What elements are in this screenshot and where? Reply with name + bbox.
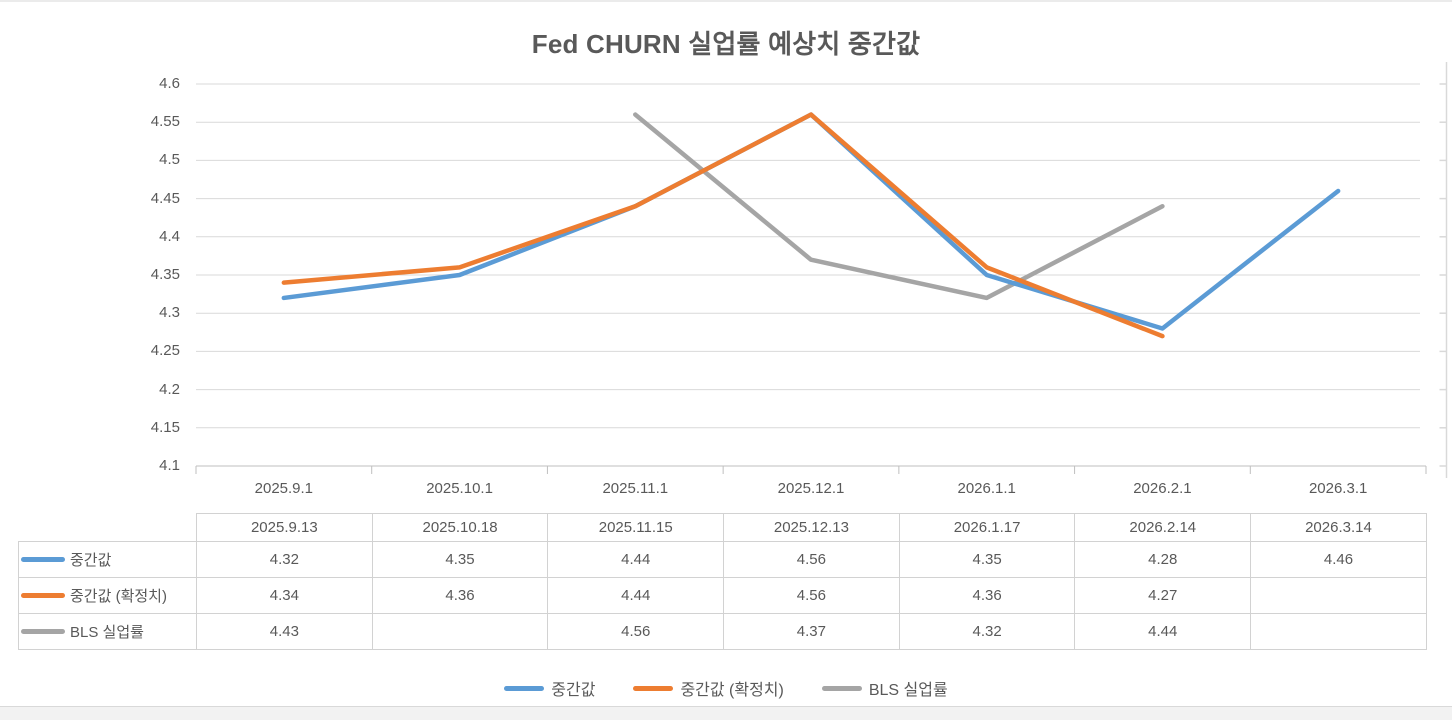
table-date-cell: 2026.3.14 (1250, 513, 1427, 542)
table-value-cell (1250, 577, 1427, 614)
table-value-cell: 4.46 (1250, 541, 1427, 578)
legend-line-icon (821, 685, 862, 691)
table-value-cell: 4.35 (898, 541, 1076, 578)
table-value-cell: 4.32 (196, 541, 373, 578)
series-name-label: BLS 실업률 (70, 624, 144, 641)
y-tick-label: 4.2 (159, 380, 180, 398)
table-row: 중간값 4.32 4.35 4.44 4.56 4.35 4.28 4.46 (18, 541, 1427, 578)
y-tick-label: 4.5 (159, 151, 180, 169)
table-date-cell: 2025.10.18 (371, 513, 549, 542)
legend-label: 중간값 (확정치) (680, 682, 784, 699)
series-name-label: 중간값 (확정치) (70, 588, 167, 605)
table-value-cell (1250, 613, 1427, 650)
y-tick-label: 4.1 (159, 457, 180, 474)
y-tick-label: 4.15 (150, 418, 180, 436)
table-date-cell: 2025.11.15 (547, 513, 725, 542)
table-value-cell: 4.44 (547, 577, 725, 614)
y-tick-label: 4.3 (159, 304, 180, 322)
series-key-cell: BLS 실업률 (18, 613, 197, 650)
x-axis-label: 2026.1.1 (957, 480, 1016, 497)
y-tick-label: 4.45 (150, 189, 180, 207)
legend-label: 중간값 (551, 682, 596, 699)
legend-item: BLS 실업률 (821, 676, 948, 700)
table-value-cell (371, 613, 549, 650)
series-line-2 (633, 112, 1165, 301)
y-tick-label: 4.55 (150, 113, 180, 131)
series-line-icon (21, 629, 65, 634)
chart-title: Fed CHURN 실업률 예상치 중간값 (531, 29, 921, 59)
table-value-cell: 4.34 (196, 577, 373, 614)
table-value-cell: 4.44 (547, 541, 725, 578)
y-tick-label: 4.6 (159, 75, 180, 92)
y-tick-label: 4.35 (150, 266, 180, 283)
table-corner-blank (19, 514, 197, 542)
bottom-border-strip (0, 706, 1452, 720)
y-tick-label: 4.25 (150, 342, 180, 360)
table-date-cell: 2025.9.13 (196, 513, 373, 542)
table-date-cell: 2026.1.17 (898, 513, 1076, 542)
table-date-cell: 2026.2.14 (1074, 513, 1252, 542)
table-value-cell: 4.36 (898, 577, 1076, 614)
table-value-cell: 4.35 (371, 541, 549, 578)
series-line-icon (21, 593, 65, 598)
series-name-label: 중간값 (70, 552, 112, 569)
chart-legend: 중간값 중간값 (확정치) BLS 실업률 (0, 676, 1452, 700)
y-tick-label: 4.4 (159, 227, 180, 245)
series-key-cell: 중간값 (18, 541, 197, 578)
table-value-cell: 4.56 (723, 541, 900, 578)
series-line-0 (281, 112, 1341, 331)
table-value-cell: 4.44 (1074, 613, 1252, 650)
legend-line-icon (504, 685, 545, 691)
table-value-cell: 4.28 (1074, 541, 1252, 578)
x-axis-label: 2025.10.1 (426, 480, 493, 497)
x-axis-label: 2025.9.1 (254, 480, 314, 497)
series-line-icon (21, 557, 65, 562)
table-row: BLS 실업률 4.43 4.56 4.37 4.32 4.44 (18, 613, 1427, 650)
legend-label: BLS 실업률 (868, 682, 948, 699)
table-value-cell: 4.36 (371, 577, 549, 614)
table-value-cell: 4.43 (196, 613, 373, 650)
table-row: 중간값 (확정치) 4.34 4.36 4.44 4.56 4.36 4.27 (18, 577, 1427, 614)
top-border-line (0, 0, 1452, 2)
series-line-1 (281, 112, 1165, 339)
x-axis-label: 2025.12.1 (777, 480, 845, 497)
table-value-cell: 4.27 (1074, 577, 1252, 614)
table-header-row: 2025.9.13 2025.10.18 2025.11.15 2025.12.13 2… (19, 513, 1427, 542)
chart-data-table: 2025.9.13 2025.10.18 2025.11.15 2025.12.13 2… (18, 513, 1427, 650)
x-axis-label: 2025.11.1 (602, 480, 669, 497)
legend-item: 중간값 (504, 676, 595, 700)
x-axis-label: 2026.2.1 (1133, 480, 1192, 497)
x-axis-label: 2026.3.1 (1308, 480, 1368, 497)
table-value-cell: 4.56 (547, 613, 725, 650)
series-key-cell: 중간값 (확정치) (18, 577, 197, 614)
legend-item: 중간값 (확정치) (633, 676, 784, 700)
table-value-cell: 4.32 (898, 613, 1076, 650)
table-value-cell: 4.37 (723, 613, 900, 650)
table-value-cell: 4.56 (723, 577, 900, 614)
table-date-cell: 2025.12.13 (723, 513, 900, 542)
legend-line-icon (633, 685, 674, 691)
